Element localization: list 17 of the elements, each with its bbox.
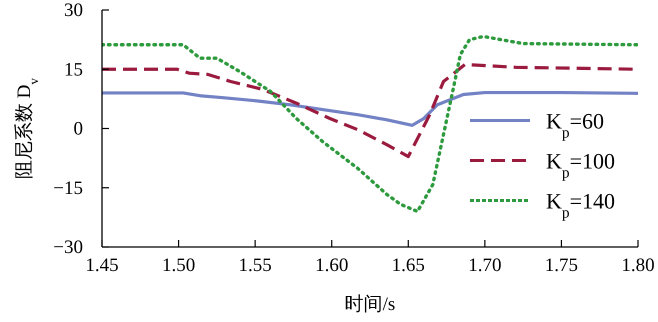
x-axis-title: 时间/s (344, 294, 396, 315)
x-tick-label: 1.50 (162, 255, 196, 276)
x-tick-label: 1.80 (621, 255, 655, 276)
legend-label: K$_{p}$=60 (546, 108, 604, 141)
y-tick-label: −30 (53, 237, 83, 258)
x-tick-label: 1.60 (315, 255, 348, 276)
y-tick-label: −15 (53, 178, 83, 199)
x-tick-label: 1.70 (468, 255, 502, 276)
legend-label: K$_{p}$=140 (546, 188, 616, 221)
x-tick-label: 1.65 (392, 255, 425, 276)
y-tick-label: 15 (64, 59, 83, 80)
x-tick-label: 1.45 (85, 255, 119, 276)
y-tick-label: 0 (74, 118, 83, 140)
y-tick-label: 30 (64, 0, 83, 21)
legend-label: K$_{p}$=100 (546, 148, 616, 181)
x-tick-label: 1.55 (238, 255, 272, 276)
x-tick-label: 1.75 (544, 255, 578, 276)
